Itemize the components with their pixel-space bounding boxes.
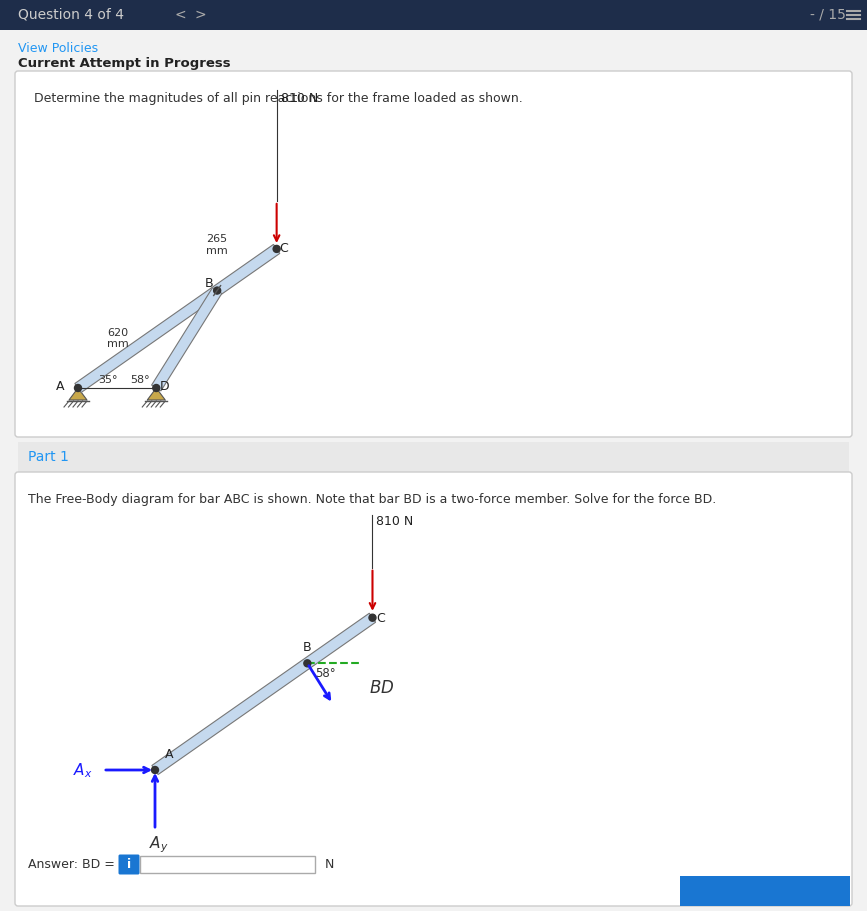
Text: The Free-Body diagram for bar ABC is shown. Note that bar BD is a two-force memb: The Free-Body diagram for bar ABC is sho… (28, 493, 716, 506)
Text: 58°: 58° (130, 375, 150, 385)
Circle shape (152, 766, 159, 773)
Text: <: < (175, 8, 186, 22)
Text: 620
mm: 620 mm (107, 328, 128, 349)
Text: i: i (127, 858, 131, 871)
Text: Determine the magnitudes of all pin reactions for the frame loaded as shown.: Determine the magnitudes of all pin reac… (34, 92, 523, 105)
Bar (680, 876, 850, 906)
Text: 810 N: 810 N (376, 515, 414, 528)
Text: B: B (303, 641, 311, 654)
FancyBboxPatch shape (119, 855, 140, 875)
FancyBboxPatch shape (15, 472, 852, 906)
Text: Question 4 of 4: Question 4 of 4 (18, 8, 124, 22)
Text: Part 1: Part 1 (28, 450, 68, 464)
Polygon shape (152, 613, 375, 774)
FancyBboxPatch shape (15, 71, 852, 437)
Circle shape (303, 660, 311, 667)
Polygon shape (147, 388, 166, 400)
Text: - / 15: - / 15 (810, 8, 846, 22)
Polygon shape (69, 388, 87, 400)
Text: $A_y$: $A_y$ (149, 834, 169, 855)
Text: 265
mm: 265 mm (206, 234, 228, 256)
Text: 810 N: 810 N (281, 92, 318, 105)
Text: View Policies: View Policies (18, 42, 98, 55)
Bar (18, 442, 849, 472)
Bar (0, 0, 867, 30)
Text: C: C (280, 242, 289, 255)
FancyBboxPatch shape (140, 856, 315, 873)
Text: D: D (160, 380, 169, 393)
Circle shape (75, 384, 81, 392)
Text: >: > (195, 8, 206, 22)
Text: B: B (205, 277, 214, 290)
Text: $A_x$: $A_x$ (73, 761, 93, 780)
Text: A: A (165, 748, 173, 761)
Text: A: A (55, 380, 64, 393)
Text: 35°: 35° (98, 375, 118, 385)
Circle shape (153, 384, 160, 392)
Text: N: N (325, 858, 335, 872)
Polygon shape (152, 288, 222, 391)
Text: 58°: 58° (316, 668, 336, 681)
Text: Answer: BD =: Answer: BD = (28, 858, 114, 872)
Circle shape (369, 614, 376, 621)
Text: Current Attempt in Progress: Current Attempt in Progress (18, 57, 231, 70)
Polygon shape (75, 244, 280, 393)
Circle shape (273, 245, 280, 252)
Text: C: C (376, 611, 385, 625)
Circle shape (213, 287, 221, 294)
Text: $BD$: $BD$ (369, 680, 394, 697)
